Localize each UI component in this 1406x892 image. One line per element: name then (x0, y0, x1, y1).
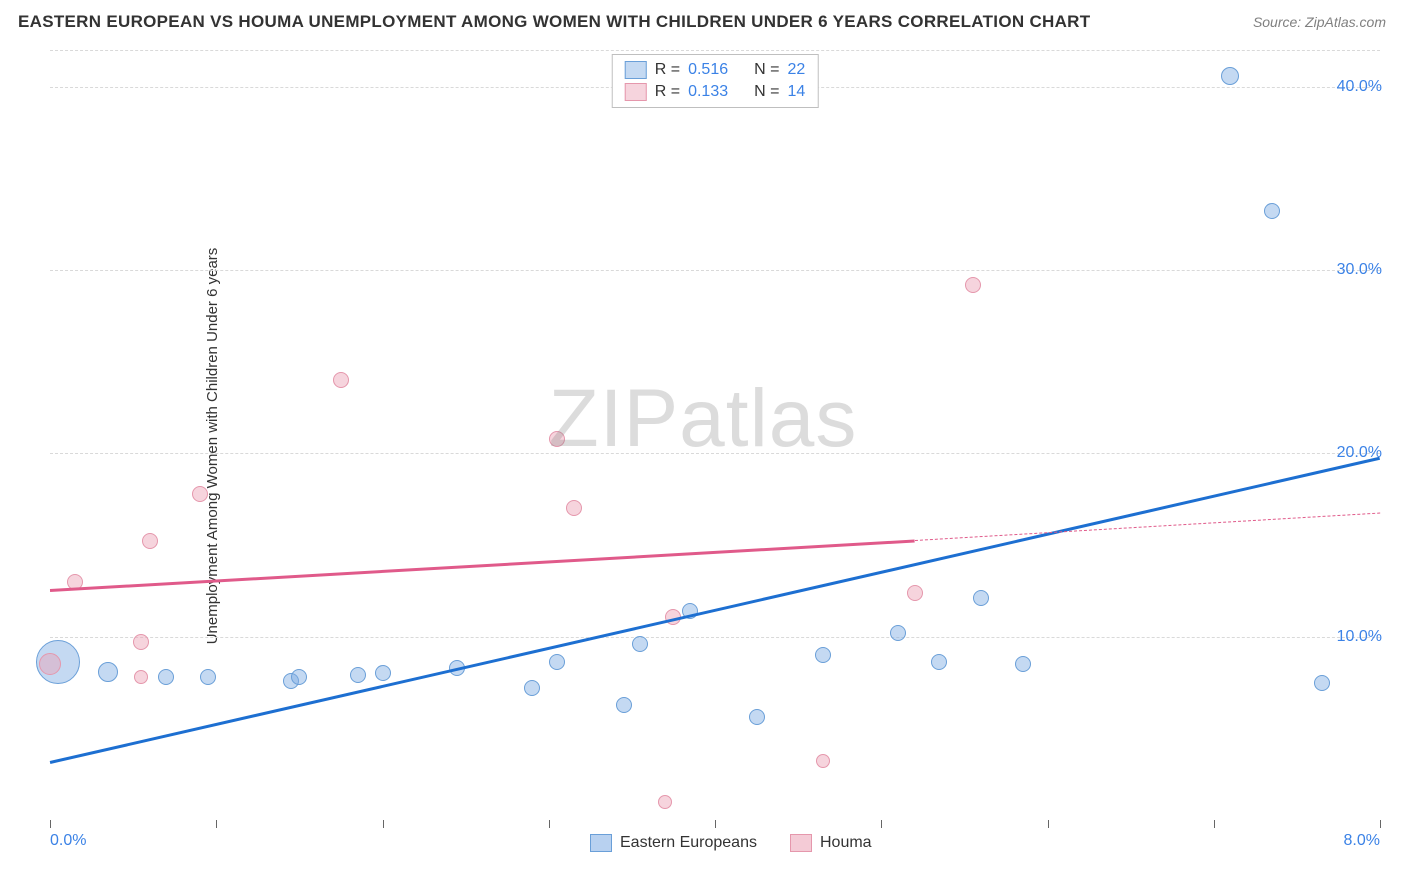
x-tick (50, 820, 51, 828)
x-tick (1214, 820, 1215, 828)
legend-item: Houma (790, 834, 872, 852)
x-tick (881, 820, 882, 828)
x-tick (1380, 820, 1381, 828)
data-point (39, 653, 61, 675)
stat-r-value: 0.133 (688, 83, 728, 101)
trend-line (50, 457, 1381, 764)
stat-n-label: N = (754, 61, 779, 79)
data-point (134, 670, 148, 684)
data-point (815, 647, 831, 663)
grid-line (50, 50, 1380, 51)
data-point (749, 709, 765, 725)
data-point (192, 486, 208, 502)
stat-r-value: 0.516 (688, 61, 728, 79)
trend-line (914, 512, 1380, 541)
stats-row: R = 0.516 N = 22 (625, 59, 806, 81)
grid-line (50, 270, 1380, 271)
grid-line (50, 453, 1380, 454)
data-point (616, 697, 632, 713)
x-tick (1048, 820, 1049, 828)
data-point (816, 754, 830, 768)
stat-r-label: R = (655, 83, 680, 101)
data-point (1221, 67, 1239, 85)
data-point (1314, 675, 1330, 691)
data-point (375, 665, 391, 681)
legend-swatch (625, 83, 647, 101)
y-tick-label: 10.0% (1337, 628, 1382, 646)
data-point (890, 625, 906, 641)
data-point (200, 669, 216, 685)
data-point (549, 431, 565, 447)
y-tick-label: 40.0% (1337, 78, 1382, 96)
data-point (965, 277, 981, 293)
legend-item: Eastern Europeans (590, 834, 757, 852)
x-tick (549, 820, 550, 828)
data-point (98, 662, 118, 682)
data-point (1015, 656, 1031, 672)
data-point (931, 654, 947, 670)
x-tick-label: 0.0% (50, 832, 86, 850)
x-tick-label: 8.0% (1344, 832, 1380, 850)
data-point (133, 634, 149, 650)
stat-n-value: 14 (787, 83, 805, 101)
chart-title: EASTERN EUROPEAN VS HOUMA UNEMPLOYMENT A… (18, 12, 1090, 32)
data-point (142, 533, 158, 549)
legend-label: Houma (820, 834, 872, 852)
data-point (158, 669, 174, 685)
legend-swatch (790, 834, 812, 852)
data-point (632, 636, 648, 652)
data-point (524, 680, 540, 696)
y-tick-label: 30.0% (1337, 261, 1382, 279)
x-tick (715, 820, 716, 828)
stat-r-label: R = (655, 61, 680, 79)
data-point (350, 667, 366, 683)
data-point (907, 585, 923, 601)
data-point (658, 795, 672, 809)
data-point (973, 590, 989, 606)
stats-row: R = 0.133 N = 14 (625, 81, 806, 103)
legend-swatch (625, 61, 647, 79)
legend-swatch (590, 834, 612, 852)
grid-line (50, 637, 1380, 638)
data-point (549, 654, 565, 670)
source-attribution: Source: ZipAtlas.com (1253, 14, 1386, 30)
x-tick (216, 820, 217, 828)
data-point (333, 372, 349, 388)
legend-label: Eastern Europeans (620, 834, 757, 852)
stat-n-value: 22 (787, 61, 805, 79)
stats-legend: R = 0.516 N = 22 R = 0.133 N = 14 (612, 54, 819, 108)
data-point (566, 500, 582, 516)
trend-line (50, 540, 915, 592)
x-tick (383, 820, 384, 828)
data-point (1264, 203, 1280, 219)
stat-n-label: N = (754, 83, 779, 101)
data-point (291, 669, 307, 685)
plot-area: 10.0%20.0%30.0%40.0%0.0%8.0%R =0.516N =2… (50, 50, 1380, 820)
